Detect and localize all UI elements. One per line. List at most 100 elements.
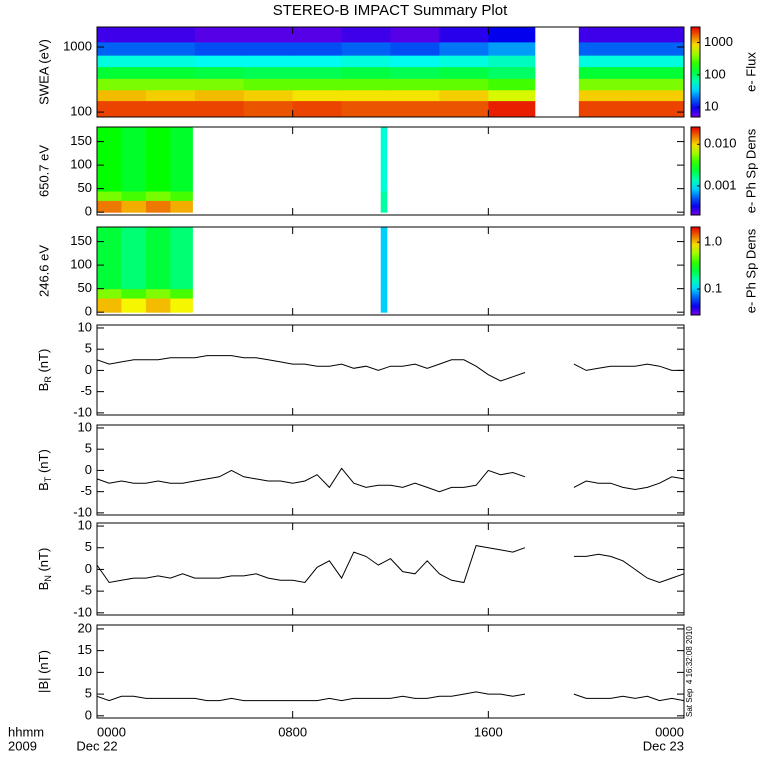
heatmap-cell [243,55,294,68]
heatmap-cell [630,100,685,118]
y-tick-label: -5 [80,583,92,598]
heatmap-cell [488,27,536,43]
heatmap-cell [630,89,685,102]
x-unit-label: hhmm [8,724,44,739]
heatmap-cell [380,298,388,313]
heatmap-cell [578,78,631,91]
y-tick-label: 15 [78,642,92,657]
heatmap-cell [439,89,489,102]
heatmap-cell [243,89,294,102]
y-tick-label: 5 [85,539,92,554]
plot-title: STEREO-B IMPACT Summary Plot [273,2,508,19]
y-tick-label: 10 [78,419,92,434]
heatmap-cell [578,27,631,43]
heatmap-cell [578,89,631,102]
heatmap-cell [121,298,147,313]
heatmap-cell [121,200,147,213]
y-tick-label: 0 [85,462,92,477]
heatmap-cell [97,78,147,91]
heatmap-cell [170,227,193,290]
y-tick-label: 100 [70,104,92,119]
y-label-sub: T [43,476,53,482]
y-label-unit: (nT) [36,548,51,575]
heatmap-cell [121,127,147,192]
heatmap-cell [630,41,685,56]
heatmap-cell [439,41,489,56]
heatmap-cell [243,27,294,43]
heatmap-cell [292,89,343,102]
heatmap-cell [341,27,391,43]
heatmap-cell [390,89,440,102]
heatmap-cell [341,100,391,118]
heatmap-cell [390,27,440,43]
heatmap-cell [97,191,122,201]
heatmap-cell [145,41,196,56]
heatmap-cell [341,89,391,102]
y-label-base: B [36,383,51,392]
heatmap-cell [145,127,171,192]
heatmap-cell [194,100,245,118]
heatmap-cell [390,78,440,91]
panel-frame [96,26,685,118]
y-label-base: |B| (nT) [36,650,51,693]
heatmap-cell [630,66,685,79]
y-tick-label: 20 [78,620,92,635]
y-tick-label: 1000 [63,38,92,53]
x-tick-label: 0800 [278,724,307,739]
colorbar-tick-label: 10 [704,99,718,114]
heatmap-cell [390,55,440,68]
heatmap-cell [380,227,388,290]
heatmap-cell [243,41,294,56]
heatmap-cell [292,41,343,56]
heatmap-cell [341,55,391,68]
y-tick-label: 150 [70,133,92,148]
heatmap-cell [390,100,440,118]
y-tick-label: 0 [85,204,92,219]
heatmap-cell [145,227,171,290]
y-axis-label: 650.7 eV [36,145,51,197]
colorbar [690,26,701,118]
date-label: Dec 23 [643,738,684,753]
heatmap-cell [439,100,489,118]
x-tick-label: 1600 [474,724,503,739]
heatmap-cell [145,66,196,79]
data-line [96,355,684,382]
y-axis-label: 246.6 eV [36,245,51,297]
heatmap-cell [97,27,147,43]
panel-frame [96,522,685,616]
heatmap-cell [488,66,536,79]
heatmap-cell [145,100,196,118]
y-tick-label: 5 [85,441,92,456]
heatmap-cell [488,100,536,118]
heatmap-cell [630,78,685,91]
panel-frame [96,324,685,416]
heatmap-cell [578,55,631,68]
heatmap-cell [170,127,193,192]
colorbar-label: e- Ph Sp Dens [743,128,758,213]
y-tick-label: 10 [78,319,92,334]
y-tick-label: 10 [78,517,92,532]
panel-frame [96,624,685,719]
heatmap-cell [243,78,294,91]
heatmap-cell [243,66,294,79]
y-axis-label: BN (nT) [36,548,53,591]
heatmap-cell [194,55,245,68]
heatmap-cell [292,66,343,79]
heatmap-cell [488,55,536,68]
y-tick-label: 10 [78,664,92,679]
heatmap-cell [97,227,122,290]
colorbar-tick-label: 0.010 [704,136,737,151]
heatmap-cell [97,100,147,118]
x-tick-label: 0000 [97,724,126,739]
heatmap-cell [145,288,171,299]
heatmap-cell [439,27,489,43]
heatmap-cell [97,298,122,313]
heatmap-cell [97,288,122,299]
heatmap-cell [145,89,196,102]
heatmap-cell [170,288,193,299]
y-label-unit: (nT) [36,449,51,476]
y-tick-label: 0 [85,362,92,377]
heatmap-cell [145,78,196,91]
heatmap-cell [578,100,631,118]
